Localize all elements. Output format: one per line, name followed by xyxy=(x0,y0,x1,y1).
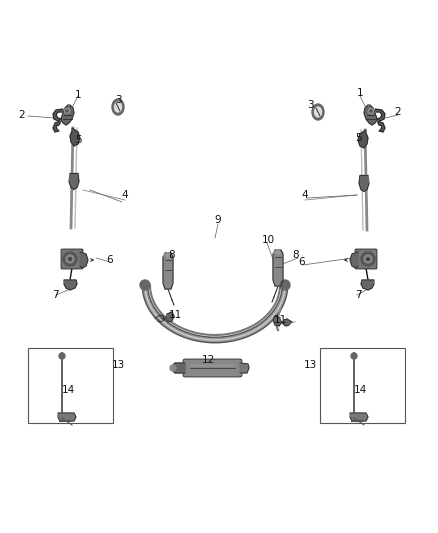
Polygon shape xyxy=(69,174,79,190)
FancyBboxPatch shape xyxy=(183,359,242,377)
Text: 10: 10 xyxy=(261,235,275,245)
Circle shape xyxy=(63,252,77,266)
Circle shape xyxy=(368,109,374,114)
Polygon shape xyxy=(361,280,374,290)
Text: 4: 4 xyxy=(302,190,308,200)
Polygon shape xyxy=(163,253,173,289)
Polygon shape xyxy=(166,312,174,322)
Polygon shape xyxy=(70,128,80,146)
Circle shape xyxy=(140,280,150,290)
Text: 4: 4 xyxy=(122,190,128,200)
Polygon shape xyxy=(240,363,249,373)
Polygon shape xyxy=(375,109,385,121)
Polygon shape xyxy=(273,250,283,286)
Polygon shape xyxy=(273,316,281,326)
Polygon shape xyxy=(53,121,61,132)
Polygon shape xyxy=(283,319,292,326)
Circle shape xyxy=(361,252,375,266)
Text: 6: 6 xyxy=(299,257,305,267)
Text: 2: 2 xyxy=(395,107,401,117)
Text: 8: 8 xyxy=(293,250,299,260)
Polygon shape xyxy=(359,175,369,191)
Circle shape xyxy=(66,255,74,263)
Circle shape xyxy=(166,253,170,257)
Polygon shape xyxy=(64,280,77,290)
Text: 12: 12 xyxy=(201,355,215,365)
Ellipse shape xyxy=(314,107,321,117)
Text: 13: 13 xyxy=(111,360,125,370)
Polygon shape xyxy=(61,105,74,125)
FancyBboxPatch shape xyxy=(61,249,83,269)
Text: 1: 1 xyxy=(357,88,363,98)
FancyBboxPatch shape xyxy=(355,249,377,269)
Text: 14: 14 xyxy=(61,385,74,395)
Text: 3: 3 xyxy=(115,95,121,105)
Polygon shape xyxy=(364,105,377,125)
Text: 11: 11 xyxy=(273,315,286,325)
Polygon shape xyxy=(377,121,385,132)
Bar xyxy=(320,348,405,423)
Text: 3: 3 xyxy=(307,100,313,110)
Text: 1: 1 xyxy=(75,90,81,100)
Text: 2: 2 xyxy=(19,110,25,120)
Circle shape xyxy=(367,257,370,261)
Polygon shape xyxy=(172,363,185,373)
Polygon shape xyxy=(58,413,76,421)
Circle shape xyxy=(364,255,372,263)
Circle shape xyxy=(64,109,70,114)
Circle shape xyxy=(370,110,372,112)
Text: 13: 13 xyxy=(304,360,317,370)
Polygon shape xyxy=(155,315,164,322)
Polygon shape xyxy=(53,109,63,121)
Text: 11: 11 xyxy=(168,310,182,320)
Polygon shape xyxy=(350,413,368,421)
Text: 8: 8 xyxy=(169,250,175,260)
Ellipse shape xyxy=(312,104,324,120)
Text: 6: 6 xyxy=(107,255,113,265)
Circle shape xyxy=(59,353,65,359)
Circle shape xyxy=(68,257,71,261)
Text: 7: 7 xyxy=(52,290,58,300)
Polygon shape xyxy=(80,252,88,268)
Text: 7: 7 xyxy=(355,290,361,300)
Polygon shape xyxy=(350,252,358,268)
Circle shape xyxy=(351,353,357,359)
Bar xyxy=(28,348,113,423)
Ellipse shape xyxy=(112,99,124,115)
Circle shape xyxy=(280,280,290,290)
Circle shape xyxy=(66,110,68,112)
Circle shape xyxy=(276,250,280,254)
Text: 14: 14 xyxy=(353,385,367,395)
Text: 5: 5 xyxy=(355,133,361,143)
Text: 5: 5 xyxy=(75,135,81,145)
Polygon shape xyxy=(358,130,368,148)
Ellipse shape xyxy=(114,102,121,112)
Text: 9: 9 xyxy=(215,215,221,225)
Circle shape xyxy=(170,365,176,371)
